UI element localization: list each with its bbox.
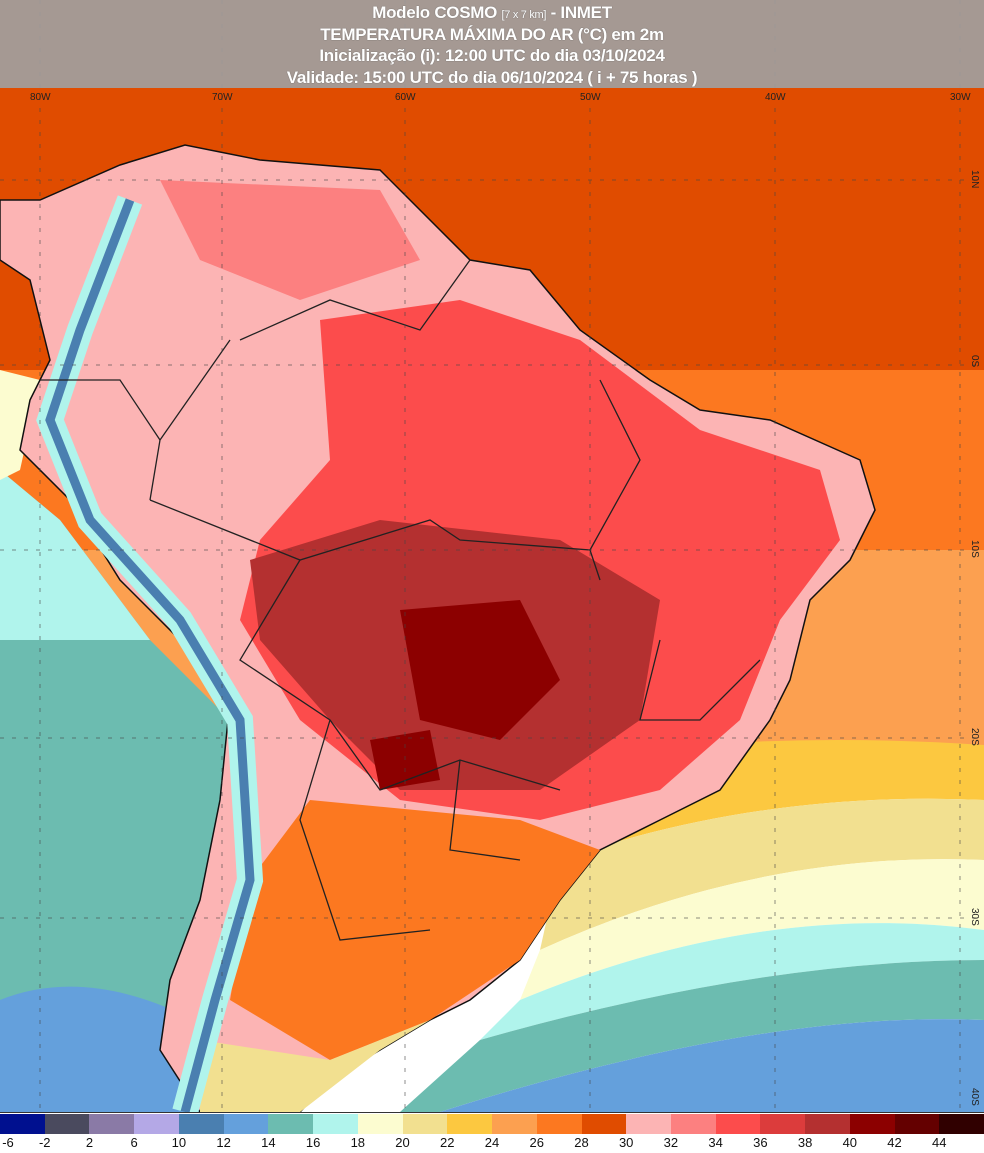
interior-extreme [370,600,560,790]
legend-swatch [715,1114,761,1134]
legend-swatches [0,1114,984,1134]
legend-label: 18 [350,1135,366,1150]
legend-label: 34 [708,1135,723,1150]
legend-label: 6 [130,1135,138,1150]
legend-label: 10 [171,1135,187,1150]
andes-cold [45,198,255,1112]
lat-label: 10N [969,170,980,189]
legend-swatch [894,1114,940,1134]
legend-swatch [536,1114,582,1134]
legend-label: -2 [38,1135,51,1150]
header-banner [0,0,984,88]
ocean-band-16 [480,923,984,1040]
lon-label: 60W [395,92,416,103]
lat-label: 40S [969,1088,980,1106]
legend-label: 36 [753,1135,768,1150]
ocean-band-20 [540,798,984,950]
legend-label: -6 [2,1135,14,1150]
legend-swatch [760,1114,806,1134]
southern-cone-warm [230,800,600,1060]
legend-label: 38 [797,1135,813,1150]
patagonia-cool [200,1020,430,1112]
legend-label: 26 [529,1135,544,1150]
legend-swatch [402,1114,448,1134]
lat-label: 10S [969,540,980,558]
legend-swatch [89,1114,135,1134]
pacific-coastal [0,470,150,640]
legend-swatch [134,1114,179,1134]
map-title-line1: Modelo COSMO [7 x 7 km] - INMET [0,2,984,26]
lon-label: 50W [580,92,601,103]
ocean-band-12 [440,1019,984,1112]
model-name: Modelo COSMO [372,3,498,22]
country-borders [40,259,761,941]
legend-swatch [0,1114,45,1134]
legend-swatch [44,1114,90,1134]
legend-label: 16 [305,1135,321,1150]
lon-label: 30W [950,92,971,103]
lon-label: 70W [212,92,233,103]
pacific-warm [0,370,40,480]
legend-swatch [178,1114,224,1134]
legend-swatch [805,1114,850,1134]
northern-warm-orange [160,180,420,300]
legend-swatch [849,1114,895,1134]
organization: - INMET [550,3,612,22]
initialization-time: Inicialização (i): 12:00 UTC do dia 03/1… [319,46,665,65]
lat-label: 0S [969,355,980,368]
legend-label: 14 [261,1135,276,1150]
legend-label: 2 [85,1135,94,1150]
map-title-variable: TEMPERATURA MÁXIMA DO AR (°C) em 2m [320,25,664,44]
ocean-band-14 [400,960,984,1112]
ocean-band-18 [520,859,984,1000]
legend-swatch [313,1114,358,1134]
legend-label: 20 [395,1135,410,1150]
legend-swatch [492,1114,537,1134]
lon-label: 40W [765,92,786,103]
legend-swatch [939,1114,984,1134]
legend-label: 12 [216,1135,231,1150]
legend-swatch [223,1114,269,1134]
legend-label: 30 [618,1135,634,1150]
legend-label: 40 [842,1135,858,1150]
legend-swatch [268,1114,314,1134]
graticule [0,0,984,1112]
lat-label: 20S [969,728,980,746]
legend-swatch [447,1114,493,1134]
legend-label: 32 [663,1135,679,1150]
legend-label: 42 [887,1135,902,1150]
legend-swatch [357,1114,403,1134]
lat-label: 30S [969,908,980,926]
color-legend: -6 -2 2 6 10 12 14 16 18 20 22 24 26 28 30 32 34 36 38 40 42… [0,1112,984,1153]
validity-time: Validade: 15:00 UTC do dia 06/10/2024 ( … [286,68,698,87]
legend-label: 44 [932,1135,947,1150]
legend-label: 28 [574,1135,589,1150]
legend-swatch [581,1114,627,1134]
model-resolution: [7 x 7 km] [501,9,547,21]
temperature-map [0,0,984,1112]
legend-label: 22 [440,1135,455,1150]
legend-swatch [626,1114,672,1134]
legend-labels: -6 -2 2 6 10 12 14 16 18 20 22 24 26 28 30 32 34 36 38 40 42… [0,1135,984,1153]
lon-label: 80W [30,92,51,103]
legend-label: 24 [484,1135,500,1150]
legend-swatch [671,1114,716,1134]
